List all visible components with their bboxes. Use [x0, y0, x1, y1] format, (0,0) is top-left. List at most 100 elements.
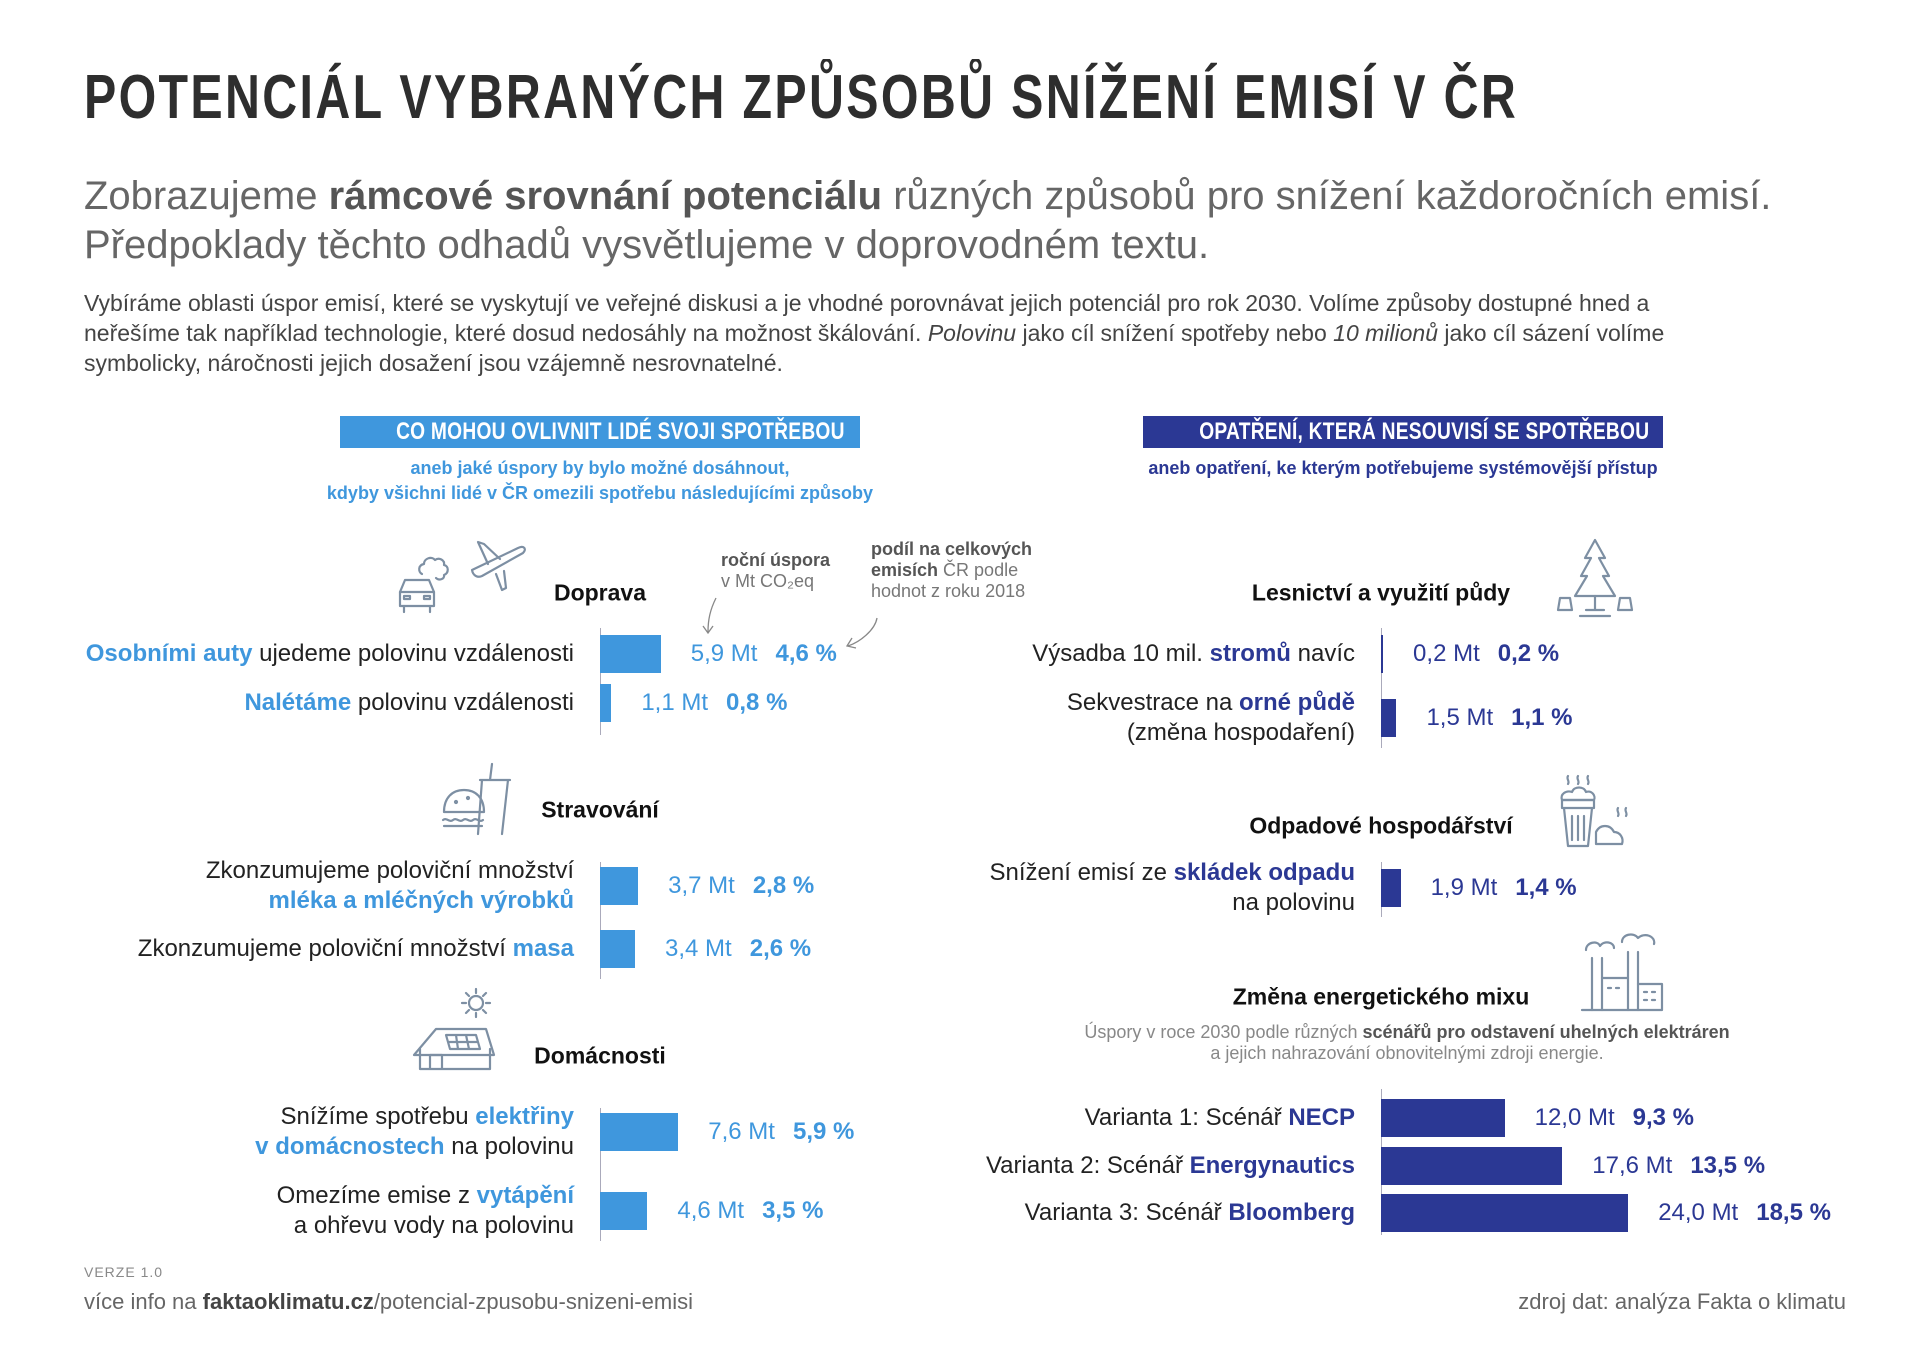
group-heading: Stravování	[541, 796, 659, 823]
axis-line	[600, 862, 601, 979]
mt-value: 17,6 Mt	[1592, 1152, 1673, 1179]
footer-domain: faktaoklimatu.cz	[202, 1289, 374, 1314]
intro-line-3: symbolicky, náročnosti jejich dosažení j…	[84, 350, 783, 376]
row-label-highlight: skládek odpadu	[1173, 859, 1355, 886]
annotation-arrows	[702, 597, 878, 649]
plane-icon	[470, 540, 526, 592]
bar	[600, 684, 612, 722]
row-label: Snížení emisí ze skládek odpadu na polovi…	[990, 858, 1355, 918]
bar	[1381, 635, 1384, 673]
subtitle-line-1: Zobrazujeme rámcové srovnání potenciálu …	[84, 174, 1771, 219]
group-heading: Domácnosti	[534, 1042, 666, 1069]
intro-text: jako cíl snížení spotřeby nebo	[1016, 320, 1334, 346]
footer-path: /potencial-zpusobu-snizeni-emisi	[373, 1289, 693, 1314]
mt-value: 1,9 Mt	[1430, 874, 1498, 901]
row-label-text: polovinu vzdálenosti	[351, 689, 574, 716]
mt-value: 1,1 Mt	[641, 689, 709, 716]
row-label: Zkonzumujeme poloviční množství mléka a m…	[206, 856, 574, 916]
row-label-highlight: mléka a mléčných výrobků	[268, 887, 574, 914]
value-label: 0,2 Mt 0,2 %	[1413, 640, 1559, 668]
percent-value: 13,5 %	[1690, 1152, 1766, 1179]
row-label-highlight: orné půdě	[1238, 689, 1355, 716]
subtitle-emphasis: rámcové srovnání potenciálu	[328, 174, 883, 218]
mt-value: 5,9 Mt	[690, 640, 758, 667]
row-label: Zkonzumujeme poloviční množství masa	[138, 934, 574, 964]
arrow-icon	[702, 597, 717, 635]
right-section-header-text: OPATŘENÍ, KTERÁ NESOUVISÍ SE SPOTŘEBOU	[1199, 418, 1650, 445]
mt-value: 24,0 Mt	[1658, 1199, 1739, 1226]
group-heading: Lesnictví a využití půdy	[1251, 579, 1511, 606]
bar	[1381, 1099, 1505, 1137]
percent-value: 1,1 %	[1511, 704, 1573, 731]
page-title: POTENCIÁL VYBRANÝCH ZPŮSOBŮ SNÍŽENÍ EMIS…	[84, 63, 1519, 132]
row-label: Osobními auty ujedeme polovinu vzdálenos…	[86, 639, 574, 669]
percent-value: 4,6 %	[775, 640, 837, 667]
bar	[1381, 699, 1397, 737]
value-label: 5,9 Mt 4,6 %	[691, 640, 837, 668]
percent-value: 2,6 %	[749, 935, 812, 962]
row-label: Sekvestrace na orné půdě (změna hospodaře…	[1067, 688, 1355, 748]
right-section-header: OPATŘENÍ, KTERÁ NESOUVISÍ SE SPOTŘEBOU	[1143, 416, 1663, 448]
row-label-text: (změna hospodaření)	[1126, 719, 1355, 746]
more-info-link[interactable]: více info na faktaoklimatu.cz/potencial-…	[84, 1289, 693, 1315]
row-label-text: na polovinu	[1232, 889, 1355, 916]
row-label-text: Varianta 1: Scénář	[1084, 1104, 1289, 1131]
row-label-text: na polovinu	[444, 1133, 574, 1160]
row-label: Varianta 3: Scénář Bloomberg	[1025, 1198, 1355, 1228]
percent-value: 2,8 %	[752, 872, 815, 899]
row-label: Nalétáme polovinu vzdálenosti	[244, 688, 574, 718]
factory-icon	[1580, 933, 1664, 1012]
percent-value: 0,2 %	[1497, 640, 1560, 667]
note-text: a jejich nahrazování obnovitelnými zdroj…	[1210, 1043, 1604, 1063]
annotation-text: v Mt CO₂eq	[721, 571, 815, 591]
value-label: 1,1 Mt 0,8 %	[641, 689, 787, 717]
annotation-text: ČR podle	[938, 560, 1019, 580]
value-label: 24,0 Mt 18,5 %	[1658, 1199, 1831, 1227]
subtitle-text: různých způsobů pro snížení každoročních…	[882, 174, 1772, 218]
row-label: Omezíme emise z vytápění a ohřevu vody na…	[277, 1181, 574, 1241]
bar	[600, 930, 636, 968]
mt-value: 12,0 Mt	[1534, 1104, 1615, 1131]
row-label-line: na polovinu	[990, 888, 1355, 918]
row-label-text: Výsadba 10 mil.	[1032, 640, 1210, 667]
percent-value: 9,3 %	[1632, 1104, 1695, 1131]
row-label-highlight: Nalétáme	[244, 689, 352, 716]
right-section-subtitle: aneb opatření, ke kterým potřebujeme sys…	[1148, 458, 1658, 478]
value-label: 17,6 Mt 13,5 %	[1592, 1152, 1765, 1180]
percent-value: 18,5 %	[1756, 1199, 1831, 1226]
row-label-text: Zkonzumujeme poloviční množství	[205, 857, 574, 884]
row-label-line: Výsadba 10 mil. stromů navíc	[1032, 639, 1355, 669]
row-label-highlight: Bloomberg	[1228, 1199, 1355, 1226]
mt-value: 4,6 Mt	[677, 1197, 745, 1224]
house-solar-icon	[412, 987, 496, 1071]
row-label-line: Varianta 3: Scénář Bloomberg	[1025, 1198, 1355, 1228]
intro-text: neřešíme tak například technologie, kter…	[84, 320, 928, 346]
row-label-highlight: Energynautics	[1189, 1152, 1355, 1179]
row-label-line: Varianta 2: Scénář Energynautics	[986, 1151, 1355, 1181]
row-label-line: Zkonzumujeme poloviční množství masa	[138, 934, 574, 964]
row-label-line: (změna hospodaření)	[1067, 718, 1355, 748]
left-section-subtitle: aneb jaké úspory by bylo možné dosáhnout…	[300, 456, 900, 506]
intro-text: jako cíl sázení volíme	[1438, 320, 1665, 346]
row-label-text: Snížení emisí ze	[989, 859, 1174, 886]
bar	[1381, 1194, 1629, 1232]
group-heading: Odpadové hospodářství	[1249, 812, 1513, 839]
row-label-highlight: v domácnostech	[255, 1133, 445, 1160]
axis-line	[600, 1108, 601, 1241]
row-label-highlight: stromů	[1209, 640, 1291, 667]
scenario-note: Úspory v roce 2030 podle různých scénářů…	[1084, 1022, 1729, 1064]
value-label: 3,4 Mt 2,6 %	[665, 935, 811, 963]
left-section-header: CO MOHOU OVLIVNIT LIDÉ SVOJI SPOTŘEBOU	[340, 416, 860, 448]
bar	[600, 1113, 679, 1151]
note-emphasis: scénářů pro odstavení uhelných elektráre…	[1362, 1022, 1730, 1042]
group-heading: Doprava	[553, 579, 647, 606]
left-section-header-text: CO MOHOU OVLIVNIT LIDÉ SVOJI SPOTŘEBOU	[396, 418, 845, 445]
row-label-text: Varianta 2: Scénář	[985, 1152, 1190, 1179]
row-label: Snížíme spotřebu elektřiny v domácnostech…	[255, 1102, 574, 1162]
row-label-line: Nalétáme polovinu vzdálenosti	[244, 688, 574, 718]
axis-line	[1381, 628, 1382, 748]
row-label-line: Sekvestrace na orné půdě	[1067, 688, 1355, 718]
annotation-annual-savings: roční úspora v Mt CO₂eq	[721, 550, 830, 592]
annotation-text: emisích	[871, 560, 939, 580]
arrow-icon	[845, 617, 878, 649]
